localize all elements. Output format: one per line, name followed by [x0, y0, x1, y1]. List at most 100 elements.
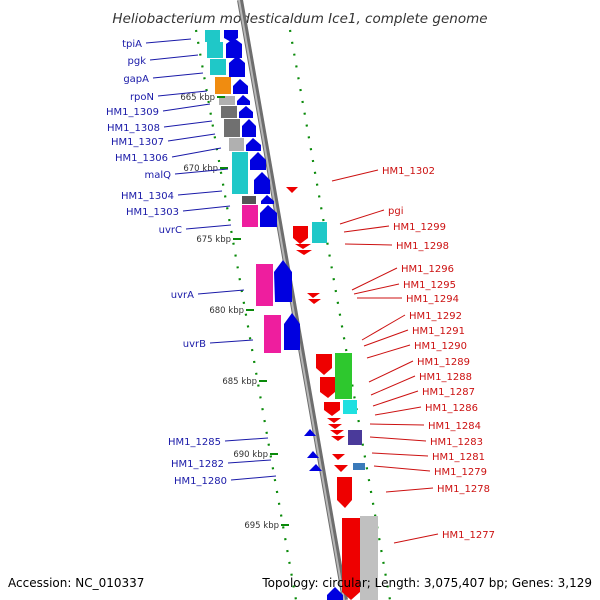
- leader-line: [371, 452, 429, 457]
- gene-label-hm1_1304: HM1_1304: [121, 191, 174, 202]
- leader-line: [152, 72, 204, 79]
- cds-box: [353, 463, 365, 470]
- forward-arrow: [229, 56, 245, 77]
- cds-box: [360, 516, 378, 600]
- forward-arrow: [233, 79, 248, 94]
- scale-bar: 665 kbp 670 kbp 675 kbp 680 kbp 685 kbp 690 k…: [180, 93, 289, 531]
- topology-text: Topology: circular; Length: 3,075,407 bp…: [261, 576, 592, 590]
- cds-box: [215, 77, 231, 94]
- reverse-arrow: [295, 244, 311, 249]
- cds-box: [348, 430, 362, 445]
- reverse-arrow: [331, 436, 345, 441]
- cds-box: [335, 353, 352, 399]
- forward-arrow: [307, 451, 319, 458]
- gene-label-hm1_1303: HM1_1303: [126, 207, 179, 218]
- gene-label-hm1_1287: HM1_1287: [422, 387, 475, 398]
- gene-label-hm1_1302: HM1_1302: [382, 166, 435, 177]
- scale-label: 670 kbp: [183, 164, 218, 174]
- gene-label-uvrb: uvrB: [183, 339, 206, 350]
- leader-line: [157, 90, 208, 97]
- forward-arrow: [309, 464, 322, 471]
- gene-label-pgi: pgi: [388, 206, 403, 217]
- leader-line: [163, 120, 213, 128]
- scale-label: 685 kbp: [222, 377, 257, 387]
- reverse-arrow: [286, 187, 298, 193]
- reverse-arrow: [320, 377, 335, 398]
- cds-box: [312, 222, 327, 243]
- forward-arrow: [242, 119, 256, 137]
- gene-label-uvrc: uvrC: [159, 225, 182, 236]
- track-guides: [194, 29, 392, 600]
- gene-features: [205, 30, 378, 600]
- scale-label: 690 kbp: [233, 450, 268, 460]
- forward-arrow: [246, 138, 261, 151]
- gene-label-rpon: rpoN: [130, 92, 154, 103]
- leader-line: [145, 38, 192, 44]
- gene-label-hm1_1291: HM1_1291: [412, 326, 465, 337]
- cds-box: [242, 196, 256, 204]
- gene-label-hm1_1283: HM1_1283: [430, 437, 483, 448]
- leader-line: [331, 169, 379, 182]
- gene-label-hm1_1288: HM1_1288: [419, 372, 472, 383]
- leader-line: [230, 475, 277, 481]
- left-gene-labels: tpiA pgk gapA rpoN HM1_1309 HM1_1308 HM1_1307 H…: [106, 38, 277, 487]
- reverse-arrow: [308, 299, 321, 304]
- leader-line: [368, 360, 414, 383]
- gene-label-hm1_1292: HM1_1292: [409, 311, 462, 322]
- cds-box: [229, 138, 244, 151]
- forward-arrow: [261, 195, 274, 204]
- leader-line: [373, 465, 431, 472]
- leader-line: [224, 437, 269, 442]
- gene-label-hm1_1296: HM1_1296: [401, 264, 454, 275]
- cds-box: [207, 42, 223, 58]
- leader-line: [167, 133, 216, 142]
- gene-label-hm1_1308: HM1_1308: [107, 123, 160, 134]
- forward-arrow: [254, 172, 270, 194]
- cds-box: [256, 264, 273, 306]
- leader-line: [171, 147, 222, 158]
- scale-label: 695 kbp: [244, 521, 279, 531]
- gene-label-hm1_1299: HM1_1299: [393, 222, 446, 233]
- cds-box: [219, 96, 235, 105]
- gene-label-gapa: gapA: [123, 74, 149, 85]
- gene-label-hm1_1309: HM1_1309: [106, 107, 159, 118]
- cds-box: [224, 119, 240, 137]
- scale-label: 665 kbp: [180, 93, 215, 103]
- cds-box: [221, 106, 237, 118]
- forward-arrow: [237, 95, 250, 105]
- reverse-arrow: [316, 354, 332, 375]
- cds-box: [210, 59, 226, 75]
- gene-label-hm1_1294: HM1_1294: [406, 294, 459, 305]
- cds-box: [232, 152, 248, 194]
- leader-line: [209, 339, 254, 344]
- leader-line: [177, 190, 223, 196]
- map-title: Heliobacterium modesticaldum Ice1, compl…: [112, 11, 487, 27]
- reverse-arrow: [332, 454, 345, 460]
- reverse-arrow: [327, 418, 341, 423]
- reverse-arrow: [334, 465, 348, 472]
- leader-line: [374, 406, 422, 416]
- gene-label-hm1_1279: HM1_1279: [434, 467, 487, 478]
- gene-label-hm1_1290: HM1_1290: [414, 341, 467, 352]
- gene-label-hm1_1307: HM1_1307: [111, 137, 164, 148]
- gene-label-hm1_1282: HM1_1282: [171, 459, 224, 470]
- reverse-arrow: [324, 402, 340, 416]
- reverse-arrow: [337, 477, 352, 508]
- forward-arrow: [284, 313, 300, 350]
- leader-line: [197, 289, 245, 295]
- leader-line: [370, 375, 416, 396]
- cds-box: [242, 205, 258, 227]
- cds-box: [264, 315, 281, 353]
- reverse-arrow: [330, 430, 344, 435]
- leader-line: [353, 283, 400, 295]
- gene-label-hm1_1281: HM1_1281: [432, 452, 485, 463]
- cds-box: [343, 400, 357, 414]
- forward-arrow: [260, 205, 277, 227]
- leader-line: [351, 267, 398, 291]
- gene-label-hm1_1295: HM1_1295: [403, 280, 456, 291]
- leader-line: [361, 314, 406, 341]
- gene-label-hm1_1306: HM1_1306: [115, 153, 168, 164]
- forward-arrow: [239, 106, 253, 118]
- leader-line: [185, 224, 232, 230]
